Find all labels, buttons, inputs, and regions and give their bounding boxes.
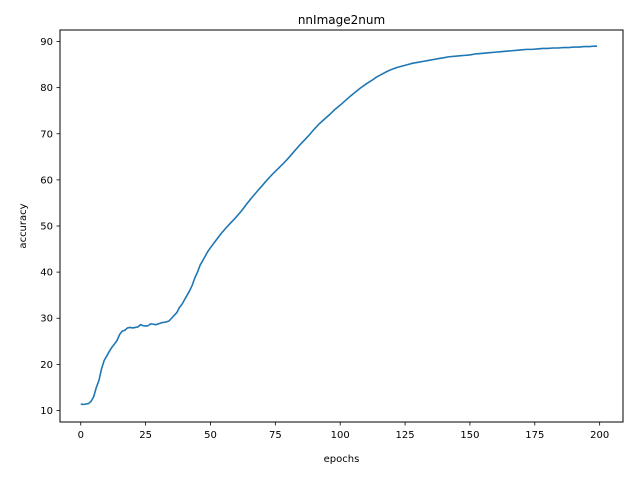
- x-tick-label: 200: [590, 430, 609, 441]
- chart-title: nnImage2num: [298, 13, 385, 27]
- y-tick-label: 30: [40, 314, 53, 325]
- x-tick-label: 0: [78, 430, 84, 441]
- series-line-0: [80, 45, 598, 406]
- x-tick-label: 75: [269, 430, 282, 441]
- plot-area: [60, 30, 623, 422]
- y-axis-ticks: 10 20 30 40 50 60 70 80 90: [40, 37, 60, 417]
- x-tick-label: 100: [331, 430, 350, 441]
- y-tick-label: 90: [40, 37, 53, 48]
- x-axis-label: epochs: [324, 454, 360, 465]
- y-tick-label: 70: [40, 129, 53, 140]
- plot-frame: [59, 29, 624, 423]
- y-tick-label: 50: [40, 222, 53, 233]
- x-tick-label: 50: [204, 430, 217, 441]
- x-axis-ticks: 0 25 50 75 100 125 150 175 200: [78, 422, 609, 441]
- y-tick-label: 60: [40, 175, 53, 186]
- x-tick-label: 25: [139, 430, 152, 441]
- y-tick-label: 10: [40, 406, 53, 417]
- series-layer: [80, 45, 598, 406]
- x-tick-label: 175: [525, 430, 544, 441]
- x-tick-label: 150: [460, 430, 479, 441]
- y-tick-label: 80: [40, 83, 53, 94]
- y-tick-label: 40: [40, 268, 53, 279]
- y-axis-label: accuracy: [18, 203, 29, 248]
- y-tick-label: 20: [40, 360, 53, 371]
- x-tick-label: 125: [396, 430, 415, 441]
